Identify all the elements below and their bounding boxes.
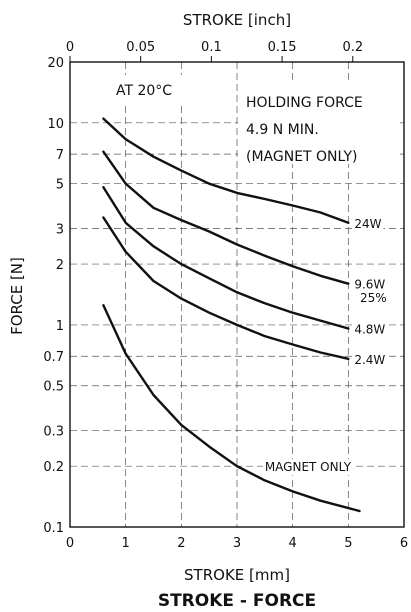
series-label-bg: [352, 276, 388, 293]
series-label-bg: [262, 459, 354, 476]
x-tick-label: 0: [66, 536, 74, 551]
y-tick-label: 7: [56, 148, 64, 163]
bottom-axis-label: STROKE [mm]: [184, 566, 290, 584]
series-line-1: [102, 150, 350, 285]
y-tick-label: 0.1: [43, 521, 64, 536]
y-tick-label: 10: [47, 117, 64, 132]
x2-tick-label: 0.1: [201, 40, 222, 55]
y-tick-label: 20: [47, 56, 64, 71]
x-tick-label: 5: [344, 536, 352, 551]
top-axis-label: STROKE [inch]: [183, 11, 291, 29]
series-label-bg: [352, 351, 388, 368]
series-line-3: [102, 216, 350, 360]
annotation-holding-line3: (MAGNET ONLY): [246, 149, 358, 165]
series-label: MAGNET ONLY: [265, 460, 352, 474]
x-tick-label: 4: [289, 536, 297, 551]
series-lines: [102, 117, 361, 513]
series-line-0: [102, 117, 350, 224]
y-tick-label: 0.7: [43, 350, 64, 365]
x2-tick-label: 0.2: [342, 40, 363, 55]
series-line-4: [102, 304, 361, 513]
plot-frame: [69, 61, 405, 528]
y-tick-label: 0.3: [43, 425, 64, 440]
y-tick-label: 0.5: [43, 380, 64, 395]
annotation-temperature: AT 20°C: [116, 83, 172, 99]
chart-title: STROKE - FORCE: [158, 591, 316, 611]
y-tick-label: 3: [56, 222, 64, 237]
series-labels: 24W 9.6W 4.8W 2.4W MAGNET ONLY: [262, 215, 388, 476]
y-tick-label: 2: [56, 258, 64, 273]
x2-tick-label: 0.15: [268, 40, 297, 55]
series-label-bg: [352, 321, 388, 338]
x-tick-label: 2: [177, 536, 185, 551]
series-label: 24W: [354, 217, 381, 231]
annotation-temp-box: [99, 75, 209, 105]
y-tick-label: 0.2: [43, 460, 64, 475]
annotation-holding-box: [238, 84, 400, 164]
x-tick-label: 6: [400, 536, 408, 551]
y-axis-label: FORCE [N]: [8, 257, 26, 335]
series-line-2: [102, 186, 350, 330]
y-tick-label: 5: [56, 178, 64, 193]
x2-tick-label: 0.05: [126, 40, 155, 55]
annotation-duty: 25%: [360, 291, 387, 305]
x2-tick-label: 0: [66, 40, 74, 55]
y-tick-label: 1: [56, 319, 64, 334]
series-label-bg: [352, 215, 384, 232]
series-label: 9.6W: [354, 278, 385, 292]
x-tick-label: 3: [233, 536, 241, 551]
series-label: 4.8W: [354, 322, 385, 336]
annotation-holding-line1: HOLDING FORCE: [246, 95, 363, 111]
x-tick-label: 1: [122, 536, 130, 551]
annotation-holding-line2: 4.9 N MIN.: [246, 122, 319, 138]
series-label: 2.4W: [354, 353, 385, 367]
